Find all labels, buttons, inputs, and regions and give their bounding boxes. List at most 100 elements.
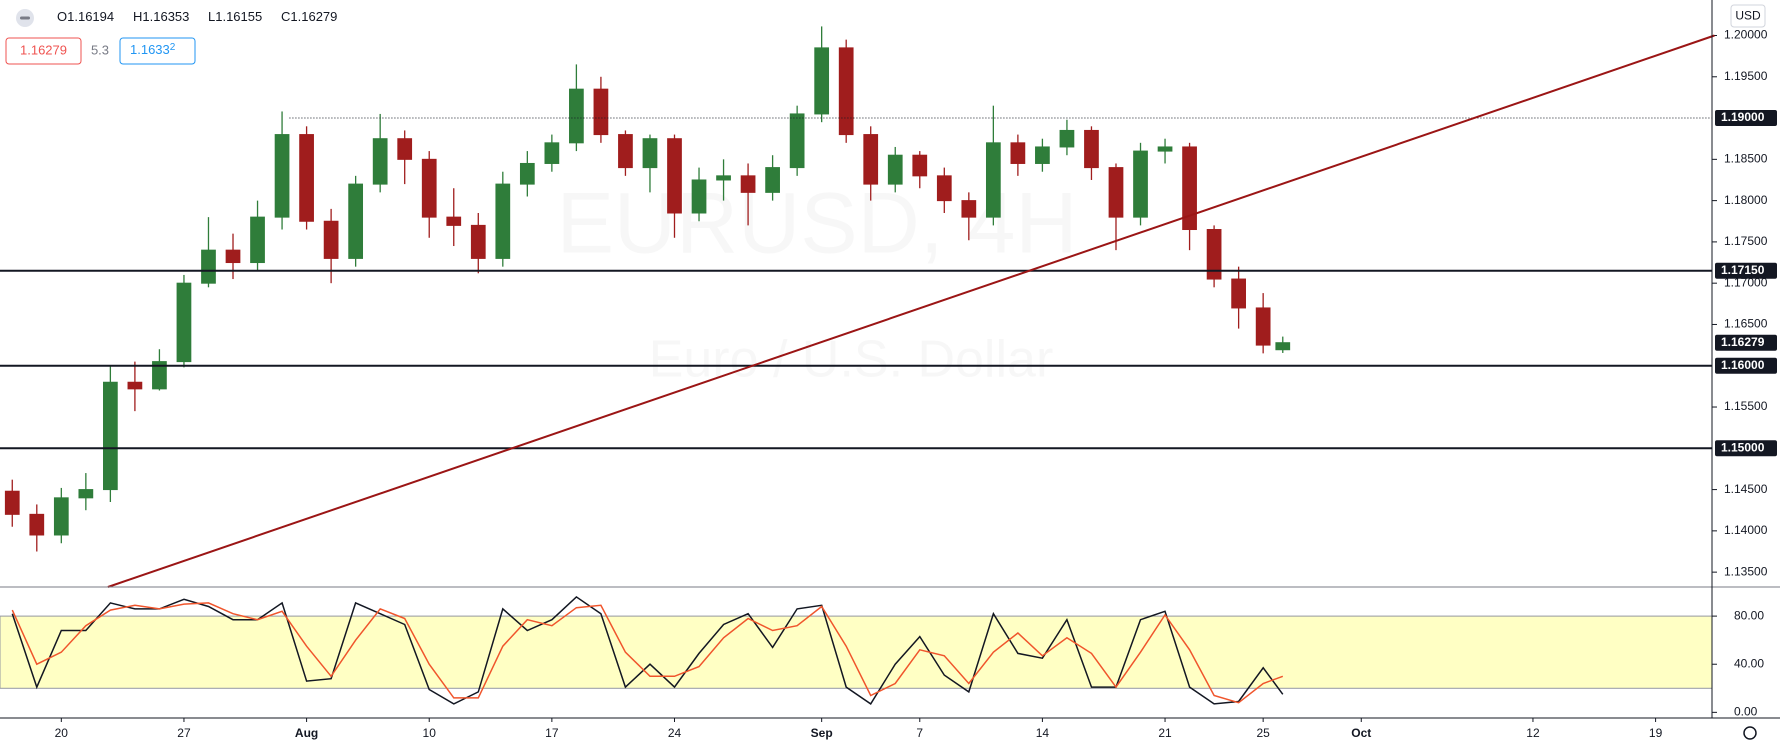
candle-body: [887, 154, 903, 185]
candle-body: [470, 224, 486, 259]
sell-button[interactable]: [5, 37, 82, 65]
candle-body: [78, 489, 94, 499]
stoch-band: [0, 615, 1713, 689]
candle-body: [863, 134, 879, 185]
ohlc-legend: O1.16194 H1.16353 L1.16155 C1.16279: [57, 9, 337, 24]
level-label-box: [1715, 110, 1777, 127]
candle-body: [299, 134, 314, 222]
candle-body: [53, 497, 69, 536]
candle-body: [838, 47, 854, 136]
candle-body: [593, 88, 609, 136]
candle-body: [201, 249, 216, 284]
ohlc-value: 1.16155: [215, 9, 262, 24]
candle-body: [618, 134, 633, 169]
x-tick-label: 24: [668, 726, 682, 740]
y-tick-label: 80.00: [1734, 608, 1764, 622]
candle-body: [1157, 146, 1173, 152]
candle-body: [1133, 150, 1148, 218]
candle-body: [765, 167, 780, 193]
y-tick-label: 1.16500: [1724, 317, 1768, 331]
candle-body: [29, 513, 45, 536]
candle-body: [250, 216, 265, 264]
y-tick-label: 1.20000: [1724, 28, 1768, 42]
candle-body: [1206, 229, 1222, 280]
last-price-box: [1715, 334, 1777, 351]
y-tick-label: 1.19500: [1724, 69, 1768, 83]
y-tick-label: 1.17000: [1724, 275, 1768, 289]
y-tick-label: 1.15500: [1724, 399, 1768, 413]
candle-body: [642, 138, 658, 169]
currency-button[interactable]: [1730, 4, 1766, 28]
candle-body: [716, 175, 731, 181]
x-tick-label: 7: [916, 726, 923, 740]
x-tick-label: 12: [1526, 726, 1540, 740]
candle-body: [495, 183, 511, 259]
ohlc-label: C: [281, 9, 290, 24]
candle-body: [1231, 278, 1246, 309]
ask-price: 1.16332: [130, 42, 176, 58]
collapse-icon: [20, 16, 30, 20]
y-tick-label: 1.14000: [1724, 523, 1768, 537]
buy-button[interactable]: [119, 37, 196, 65]
x-tick-label: Aug: [295, 726, 318, 740]
y-tick-label: 1.17500: [1724, 234, 1768, 248]
ohlc-value: 1.16194: [67, 9, 114, 24]
ohlc-value: 1.16279: [290, 9, 337, 24]
ohlc-label: L: [208, 9, 215, 24]
level-label-box: [1715, 262, 1777, 279]
candle-body: [127, 381, 143, 390]
candle-body: [544, 142, 560, 164]
y-tick-label: 1.18000: [1724, 193, 1768, 207]
candle-body: [519, 162, 535, 185]
x-tick-label: 20: [55, 726, 69, 740]
candle-body: [446, 216, 462, 226]
candle-body: [1108, 167, 1124, 218]
candle-body: [4, 490, 20, 515]
candle-body: [961, 200, 977, 218]
level-label: 1.19000: [1721, 110, 1765, 124]
candle-body: [1035, 146, 1050, 164]
ask-pip: 2: [170, 42, 176, 53]
candle-body: [323, 220, 339, 259]
candle-body: [1084, 129, 1099, 169]
x-tick-label: 14: [1036, 726, 1050, 740]
x-tick-label: 25: [1256, 726, 1270, 740]
spread: 5.3: [91, 42, 109, 57]
ohlc-label: H: [133, 9, 142, 24]
candle-body: [789, 113, 805, 169]
level-label: 1.15000: [1721, 440, 1765, 454]
candle-body: [912, 154, 928, 177]
candle-body: [740, 175, 756, 193]
candle-body: [814, 47, 830, 115]
candle-body: [1255, 307, 1271, 346]
currency: USD: [1735, 9, 1761, 23]
last-price-label: 1.16279: [1721, 335, 1765, 349]
candle-body: [1010, 142, 1026, 164]
candle-body: [397, 138, 413, 160]
candle-body: [274, 134, 290, 218]
bid-price: 1.16279: [20, 42, 67, 57]
x-tick-label: Oct: [1351, 726, 1371, 740]
candle-body: [421, 158, 437, 218]
x-tick-label: 27: [177, 726, 191, 740]
candle-body: [372, 138, 388, 185]
candle-body: [569, 88, 584, 144]
candle-body: [152, 361, 167, 390]
candle-body: [985, 142, 1001, 218]
candle-body: [691, 179, 707, 214]
y-tick-label: 1.14500: [1724, 482, 1768, 496]
candle-body: [1182, 146, 1197, 231]
settings-icon[interactable]: [1743, 726, 1757, 740]
candle-body: [1275, 342, 1291, 351]
trend-line: [107, 34, 1715, 588]
y-tick-label: 0.00: [1734, 705, 1758, 719]
x-tick-label: Sep: [811, 726, 833, 740]
candle-body: [936, 175, 952, 202]
candle-body: [176, 282, 192, 363]
ohlc-value: 1.16353: [142, 9, 189, 24]
candle-body: [348, 183, 364, 259]
x-tick-label: 19: [1649, 726, 1663, 740]
candle-body: [667, 138, 682, 214]
level-label: 1.16000: [1721, 358, 1765, 372]
